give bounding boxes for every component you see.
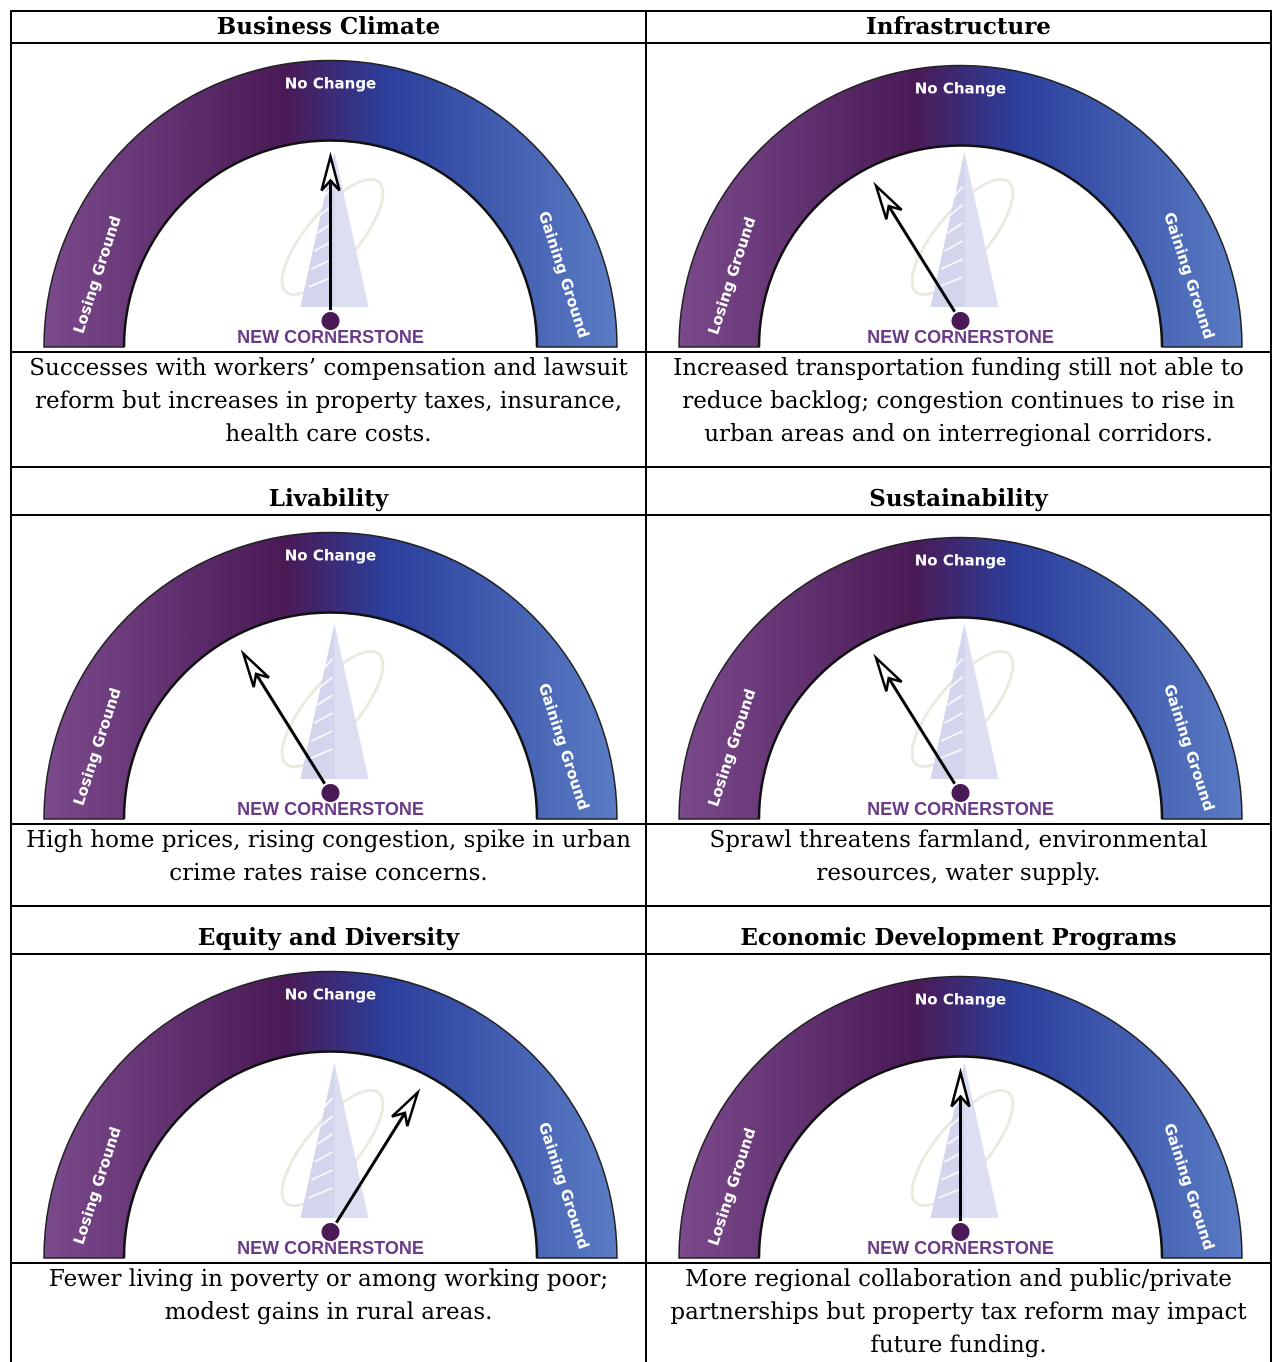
gauge-needle	[255, 674, 332, 794]
panel-title-livability: Livability	[268, 485, 389, 512]
gauge-needle-hub	[319, 1221, 342, 1243]
gauge-sustainability: No Change Losing Ground Gaining Ground NEW …	[647, 516, 1270, 823]
gauge-needle	[888, 206, 962, 322]
table-border-left	[10, 10, 12, 1362]
gauge-livability: No Change Losing Ground Gaining Ground NEW …	[12, 516, 645, 823]
panel-description-sustainability: Sprawl threatens farmland, environmental…	[709, 827, 1208, 886]
gauge-needle-hub	[319, 782, 342, 804]
panel-title-economic-development: Economic Development Programs	[740, 924, 1177, 951]
table-rule	[10, 514, 1272, 516]
gauge-business-climate: No Change Losing Ground Gaining Ground NEW …	[12, 44, 645, 351]
gauge-brand-label: NEW CORNERSTONE	[237, 799, 424, 819]
gauge-label-no-change: No Change	[915, 552, 1006, 570]
table-rule	[10, 905, 1272, 907]
table-rule	[10, 823, 1272, 825]
gauge-brand-label: NEW CORNERSTONE	[867, 1238, 1054, 1258]
cornerstone-logo-watermark	[280, 1063, 385, 1218]
gauge-needle-hub	[949, 310, 972, 332]
panel-description-livability: High home prices, rising congestion, spi…	[26, 827, 631, 886]
table-rule	[10, 953, 1272, 955]
gauge-needle-head	[873, 653, 903, 692]
table-border-top	[10, 10, 1272, 12]
panel-description-economic-development: More regional collaboration and public/p…	[670, 1266, 1247, 1358]
gauge-label-no-change: No Change	[285, 547, 376, 565]
gauge-inner-edge	[122, 1050, 539, 1259]
panel-title-equity-diversity: Equity and Diversity	[197, 924, 460, 951]
gauge-label-no-change: No Change	[285, 986, 376, 1004]
table-border-right	[1270, 10, 1272, 1362]
gauge-needle-head	[320, 151, 341, 192]
panel-title-infrastructure: Infrastructure	[866, 13, 1051, 40]
table-rule	[10, 42, 1272, 44]
gauge-infrastructure: No Change Losing Ground Gaining Ground NEW …	[647, 44, 1270, 351]
cornerstone-logo-watermark	[280, 624, 385, 779]
gauge-needle-hub	[949, 782, 972, 804]
gauge-needle-hub	[319, 310, 342, 332]
gauge-needle-head	[391, 1088, 421, 1127]
gauge-inner-edge	[757, 1055, 1164, 1259]
gauge-brand-label: NEW CORNERSTONE	[867, 327, 1054, 347]
gauge-needle	[329, 1113, 406, 1233]
gauge-inner-edge	[122, 139, 539, 348]
panel-title-business-climate: Business Climate	[216, 13, 441, 40]
gauge-needle-hub	[949, 1221, 972, 1243]
panel-description-infrastructure: Increased transportation funding still n…	[673, 355, 1244, 447]
cornerstone-logo-watermark	[910, 152, 1015, 307]
gauge-brand-label: NEW CORNERSTONE	[867, 799, 1054, 819]
gauge-needle-head	[950, 1067, 971, 1108]
gauge-label-no-change: No Change	[915, 80, 1006, 98]
panel-description-business-climate: Successes with workers’ compensation and…	[29, 355, 628, 447]
gauge-needle	[888, 678, 962, 794]
gauge-needle-head	[873, 181, 903, 220]
table-rule	[10, 1262, 1272, 1264]
gauge-economic-development: No Change Losing Ground Gaining Ground NEW …	[647, 955, 1270, 1262]
gauge-brand-label: NEW CORNERSTONE	[237, 327, 424, 347]
gauge-brand-label: NEW CORNERSTONE	[237, 1238, 424, 1258]
assessment-table: Business Climate Infrastructure No Chang…	[10, 10, 1272, 1362]
gauge-inner-edge	[757, 616, 1164, 820]
cornerstone-logo-watermark	[910, 624, 1015, 779]
gauge-needle-head	[240, 649, 270, 688]
table-divider-vertical	[645, 10, 647, 1362]
table-rule	[10, 351, 1272, 353]
gauge-inner-edge	[757, 144, 1164, 348]
gauge-inner-edge	[122, 611, 539, 820]
panel-description-equity-diversity: Fewer living in poverty or among working…	[48, 1266, 609, 1325]
gauge-equity-diversity: No Change Losing Ground Gaining Ground NEW …	[12, 955, 645, 1262]
gauge-label-no-change: No Change	[915, 991, 1006, 1009]
table-rule	[10, 466, 1272, 468]
panel-title-sustainability: Sustainability	[869, 485, 1048, 512]
gauge-label-no-change: No Change	[285, 75, 376, 93]
